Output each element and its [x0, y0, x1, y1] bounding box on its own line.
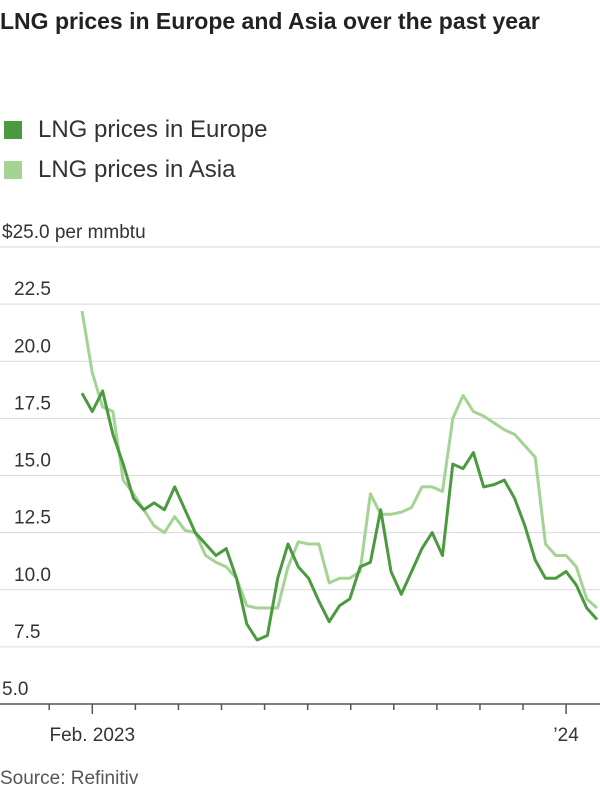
y-tick-label: 22.5 — [14, 279, 51, 300]
y-tick-label: 17.5 — [14, 393, 51, 414]
chart-title: LNG prices in Europe and Asia over the p… — [0, 8, 540, 34]
legend-swatch — [4, 121, 22, 139]
y-tick-label: $25.0 per mmbtu — [2, 222, 146, 243]
source: Source: Refinitiv — [0, 768, 139, 789]
legend-swatch — [4, 161, 22, 179]
line-series — [80, 310, 598, 610]
x-tick-label: ’24 — [553, 725, 579, 746]
x-tick-label: Feb. 2023 — [50, 725, 136, 746]
y-tick-label: 12.5 — [14, 508, 51, 529]
legend-label: LNG prices in Europe — [38, 116, 268, 143]
line-series — [80, 389, 599, 642]
legend: LNG prices in Europe LNG prices in Asia — [4, 110, 267, 190]
y-tick-label: 5.0 — [2, 679, 28, 700]
legend-item: LNG prices in Asia — [4, 150, 267, 190]
y-tick-label: 10.0 — [14, 565, 51, 586]
legend-item: LNG prices in Europe — [4, 110, 267, 150]
y-tick-label: 7.5 — [14, 622, 40, 643]
y-tick-label: 20.0 — [14, 336, 51, 357]
legend-label: LNG prices in Asia — [38, 156, 236, 183]
y-tick-label: 15.0 — [14, 451, 51, 472]
